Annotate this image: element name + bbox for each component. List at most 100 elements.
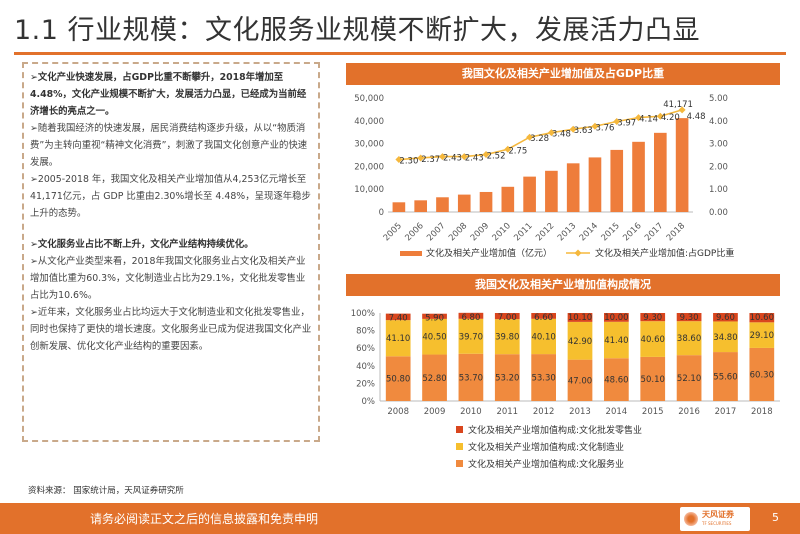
- segment-value-label: 38.60: [677, 334, 701, 344]
- x-tick-label: 2012: [533, 407, 555, 417]
- chart2-title: 我国文化及相关产业增加值构成情况: [346, 274, 780, 296]
- legend-line-marker: [574, 249, 582, 257]
- line-value-label: 3.76: [595, 123, 614, 133]
- disclaimer-text: 请务必阅读正文之后的信息披露和免责申明: [90, 512, 319, 526]
- x-tick-label: 2013: [556, 221, 578, 243]
- stack-segment: [422, 354, 447, 401]
- line-point: [678, 106, 686, 114]
- segment-value-label: 53.30: [531, 374, 555, 384]
- stack-segment: [676, 321, 702, 356]
- segment-value-label: 42.90: [568, 337, 592, 347]
- bar: [523, 176, 536, 212]
- stack-segment: [494, 313, 520, 320]
- segment-value-label: 40.60: [641, 335, 665, 345]
- segment-value-label: 10.60: [750, 313, 774, 323]
- legend-label: 文化及相关产业增加值构成:文化服务业: [468, 458, 624, 470]
- bar: [545, 170, 558, 212]
- y-tick-label: 30,000: [354, 140, 384, 150]
- y-tick-label: 20,000: [354, 162, 384, 172]
- segment-value-label: 40.50: [422, 333, 446, 343]
- segment-value-label: 39.70: [459, 332, 483, 342]
- y2-tick-label: 5.00: [709, 94, 728, 104]
- segment-value-label: 41.10: [386, 334, 410, 344]
- y2-tick-label: 2.00: [709, 162, 728, 172]
- footer-bar: 请务必阅读正文之后的信息披露和免责申明 天风证券 TF SECURITIES 5: [0, 503, 800, 534]
- segment-value-label: 52.80: [422, 374, 446, 384]
- composition-chart: 0% 20% 40% 60% 80% 100% 50.80 41.10 7.40 2008 52.8…: [351, 309, 780, 470]
- x-tick-label: 2014: [606, 407, 628, 417]
- legend-label: 文化及相关产业增加值构成:文化制造业: [468, 441, 624, 453]
- line-value-label: 3.97: [617, 118, 636, 128]
- bar: [392, 202, 406, 212]
- stack-segment: [676, 313, 702, 322]
- line-point: [526, 133, 534, 141]
- line-value-label: 3.63: [574, 126, 593, 136]
- y2-tick-label: 3.00: [709, 140, 728, 150]
- y-tick-label: 0%: [362, 397, 376, 407]
- gdp-share-line: [398, 109, 683, 161]
- segment-value-label: 40.10: [531, 332, 555, 342]
- x-tick-label: 2009: [424, 407, 446, 417]
- stack-segment: [531, 318, 556, 355]
- line-value-label: 2.75: [508, 146, 527, 156]
- line-value-label: 4.20: [661, 113, 680, 123]
- x-tick-label: 2006: [403, 221, 425, 243]
- summary-point-6: ➢近年来，文化服务业占比均远大于文化制造业和文化批发零售业，同时也保持了更快的增…: [30, 307, 312, 352]
- stack-segment: [713, 313, 738, 322]
- stack-segment: [713, 321, 738, 353]
- stack-segment: [640, 321, 666, 357]
- line-point: [482, 151, 490, 159]
- segment-value-label: 52.10: [677, 374, 701, 384]
- logo-sub: TF SECURITIES: [702, 521, 732, 526]
- line-point: [438, 153, 446, 161]
- legend-label: 文化及相关产业增加值（亿元）: [426, 247, 552, 259]
- stack-segment: [458, 318, 484, 354]
- y-tick-label: 0: [379, 208, 384, 218]
- stack-segment: [494, 354, 520, 401]
- bar: [414, 200, 427, 212]
- segment-value-label: 41.40: [604, 336, 628, 346]
- stack-segment: [604, 321, 629, 359]
- stack-segment: [531, 313, 556, 319]
- title-rule: [14, 52, 786, 55]
- y2-tick-label: 4.00: [709, 117, 728, 127]
- segment-value-label: 55.60: [713, 373, 737, 383]
- line-point: [656, 112, 664, 120]
- bar: [632, 141, 645, 212]
- bar: [479, 191, 493, 212]
- line-point: [417, 154, 425, 162]
- bar: [457, 194, 471, 212]
- segment-value-label: 7.40: [389, 314, 408, 324]
- x-tick-label: 2005: [382, 221, 404, 243]
- bar: [436, 197, 449, 212]
- line-value-label: 2.52: [487, 152, 506, 162]
- stack-segment: [494, 319, 520, 355]
- y2-tick-label: 1.00: [709, 185, 728, 195]
- line-value-label: 2.43: [443, 154, 462, 164]
- stack-segment: [385, 320, 411, 357]
- x-tick-label: 2009: [469, 221, 491, 243]
- x-tick-label: 2008: [447, 221, 469, 243]
- stack-segment: [422, 313, 447, 319]
- stack-segment: [749, 322, 775, 348]
- y-tick-label: 20%: [356, 379, 375, 389]
- legend-label: 文化及相关产业增加值:占GDP比重: [595, 247, 734, 259]
- legend-label: 文化及相关产业增加值构成:文化批发零售业: [468, 424, 642, 436]
- line-value-label: 3.28: [530, 134, 549, 144]
- bar: [588, 157, 602, 212]
- stack-segment: [604, 313, 629, 322]
- stack-segment: [567, 313, 593, 322]
- segment-value-label: 50.80: [386, 375, 410, 385]
- stack-segment: [604, 358, 629, 401]
- line-value-label: 4.48: [687, 112, 706, 122]
- line-point: [395, 156, 403, 164]
- segment-value-label: 9.30: [643, 313, 662, 323]
- y-tick-label: 50,000: [354, 94, 384, 104]
- value-gdp-chart: 0 10,000 20,000 30,000 40,000 50,000 0.00 1.00 2…: [354, 94, 734, 259]
- paragraph-gap: [30, 222, 312, 236]
- y-tick-label: 10,000: [354, 185, 384, 195]
- segment-value-label: 10.00: [604, 313, 628, 323]
- y-tick-label: 60%: [356, 344, 375, 354]
- source-note: 资料来源： 国家统计局，天风证券研究所: [28, 486, 184, 496]
- stack-segment: [385, 313, 411, 321]
